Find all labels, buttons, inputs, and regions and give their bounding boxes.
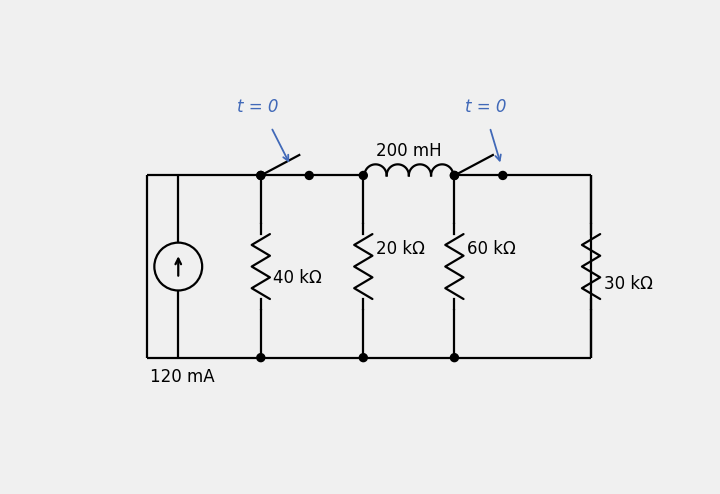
Text: 20 kΩ: 20 kΩ xyxy=(376,241,425,258)
Circle shape xyxy=(499,171,507,179)
Circle shape xyxy=(257,354,265,362)
Text: 200 mH: 200 mH xyxy=(376,141,441,160)
Circle shape xyxy=(257,171,265,179)
Text: 120 mA: 120 mA xyxy=(150,368,215,386)
Circle shape xyxy=(451,171,459,179)
Circle shape xyxy=(359,171,367,179)
Text: 40 kΩ: 40 kΩ xyxy=(274,269,322,287)
Circle shape xyxy=(359,354,367,362)
Circle shape xyxy=(305,171,313,179)
Circle shape xyxy=(451,171,459,179)
Text: 60 kΩ: 60 kΩ xyxy=(467,241,516,258)
Circle shape xyxy=(451,354,459,362)
Text: 30 kΩ: 30 kΩ xyxy=(603,275,652,292)
Text: t = 0: t = 0 xyxy=(237,98,279,116)
Circle shape xyxy=(257,171,265,179)
Text: t = 0: t = 0 xyxy=(465,98,506,116)
